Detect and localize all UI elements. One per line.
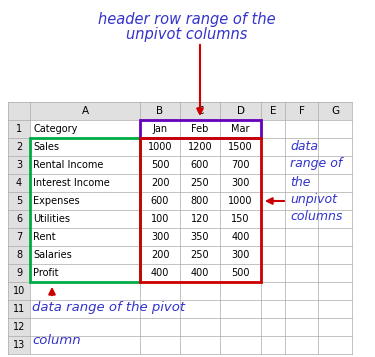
Text: 6: 6 [16, 214, 22, 224]
Bar [8, 336, 30, 354]
Text: Expenses: Expenses [33, 196, 80, 206]
Text: 100: 100 [151, 214, 169, 224]
Text: 300: 300 [231, 250, 250, 260]
Text: 600: 600 [191, 160, 209, 170]
Text: 250: 250 [190, 178, 209, 188]
Text: the: the [290, 176, 310, 188]
Bar [8, 192, 30, 210]
Text: unpivot: unpivot [290, 192, 337, 206]
Text: F: F [298, 106, 304, 116]
Text: 400: 400 [151, 268, 169, 278]
Text: column: column [32, 335, 81, 347]
Text: 200: 200 [151, 250, 169, 260]
Text: 5: 5 [16, 196, 22, 206]
Text: 1000: 1000 [148, 142, 172, 152]
Text: columns: columns [290, 210, 342, 222]
Text: D: D [237, 106, 244, 116]
Text: header row range of the: header row range of the [98, 12, 276, 27]
Bar [30, 102, 140, 120]
Text: 10: 10 [13, 286, 25, 296]
Bar [8, 156, 30, 174]
Text: 300: 300 [151, 232, 169, 242]
Text: 500: 500 [151, 160, 169, 170]
Text: E: E [270, 106, 276, 116]
Text: A: A [81, 106, 88, 116]
Text: Profit: Profit [33, 268, 58, 278]
Text: 150: 150 [231, 214, 250, 224]
Bar [8, 210, 30, 228]
Text: 1500: 1500 [228, 142, 253, 152]
Text: 1200: 1200 [188, 142, 212, 152]
Text: Category: Category [33, 124, 77, 134]
Text: 4: 4 [16, 178, 22, 188]
Text: 600: 600 [151, 196, 169, 206]
Text: data range of the pivot: data range of the pivot [32, 301, 185, 313]
Bar [8, 102, 30, 120]
Text: 300: 300 [231, 178, 250, 188]
Bar [8, 282, 30, 300]
Text: Rental Income: Rental Income [33, 160, 104, 170]
Text: 11: 11 [13, 304, 25, 314]
Text: 200: 200 [151, 178, 169, 188]
Text: 13: 13 [13, 340, 25, 350]
Bar [140, 138, 261, 282]
Bar [261, 102, 285, 120]
Bar [318, 102, 352, 120]
Bar [8, 246, 30, 264]
Text: 800: 800 [191, 196, 209, 206]
Bar [180, 102, 220, 120]
Bar [8, 318, 30, 336]
Text: 3: 3 [16, 160, 22, 170]
Bar [8, 138, 30, 156]
Bar [8, 300, 30, 318]
Text: 700: 700 [231, 160, 250, 170]
Text: data: data [290, 141, 318, 154]
Text: 12: 12 [13, 322, 25, 332]
Text: range of: range of [290, 156, 342, 170]
Text: Interest Income: Interest Income [33, 178, 110, 188]
Text: Rent: Rent [33, 232, 56, 242]
Bar [140, 102, 180, 120]
Text: 9: 9 [16, 268, 22, 278]
Bar [8, 120, 30, 138]
Text: Jan: Jan [152, 124, 168, 134]
Text: 350: 350 [191, 232, 209, 242]
Text: 400: 400 [191, 268, 209, 278]
Text: 1000: 1000 [228, 196, 253, 206]
Bar [8, 174, 30, 192]
Text: 250: 250 [190, 250, 209, 260]
Bar [8, 102, 30, 120]
Text: 400: 400 [231, 232, 250, 242]
Bar [8, 264, 30, 282]
Text: 8: 8 [16, 250, 22, 260]
Text: Salaries: Salaries [33, 250, 72, 260]
Text: Mar: Mar [231, 124, 250, 134]
Text: 500: 500 [231, 268, 250, 278]
Bar [30, 138, 140, 282]
Bar [220, 102, 261, 120]
Text: 7: 7 [16, 232, 22, 242]
Bar [285, 102, 318, 120]
Text: 2: 2 [16, 142, 22, 152]
Text: Sales: Sales [33, 142, 59, 152]
Text: G: G [331, 106, 339, 116]
Text: 120: 120 [191, 214, 209, 224]
Text: B: B [156, 106, 164, 116]
Text: Utilities: Utilities [33, 214, 70, 224]
Text: unpivot columns: unpivot columns [126, 27, 248, 42]
Text: 1: 1 [16, 124, 22, 134]
Bar [140, 120, 261, 138]
Text: C: C [196, 106, 204, 116]
Bar [8, 228, 30, 246]
Text: Feb: Feb [191, 124, 208, 134]
